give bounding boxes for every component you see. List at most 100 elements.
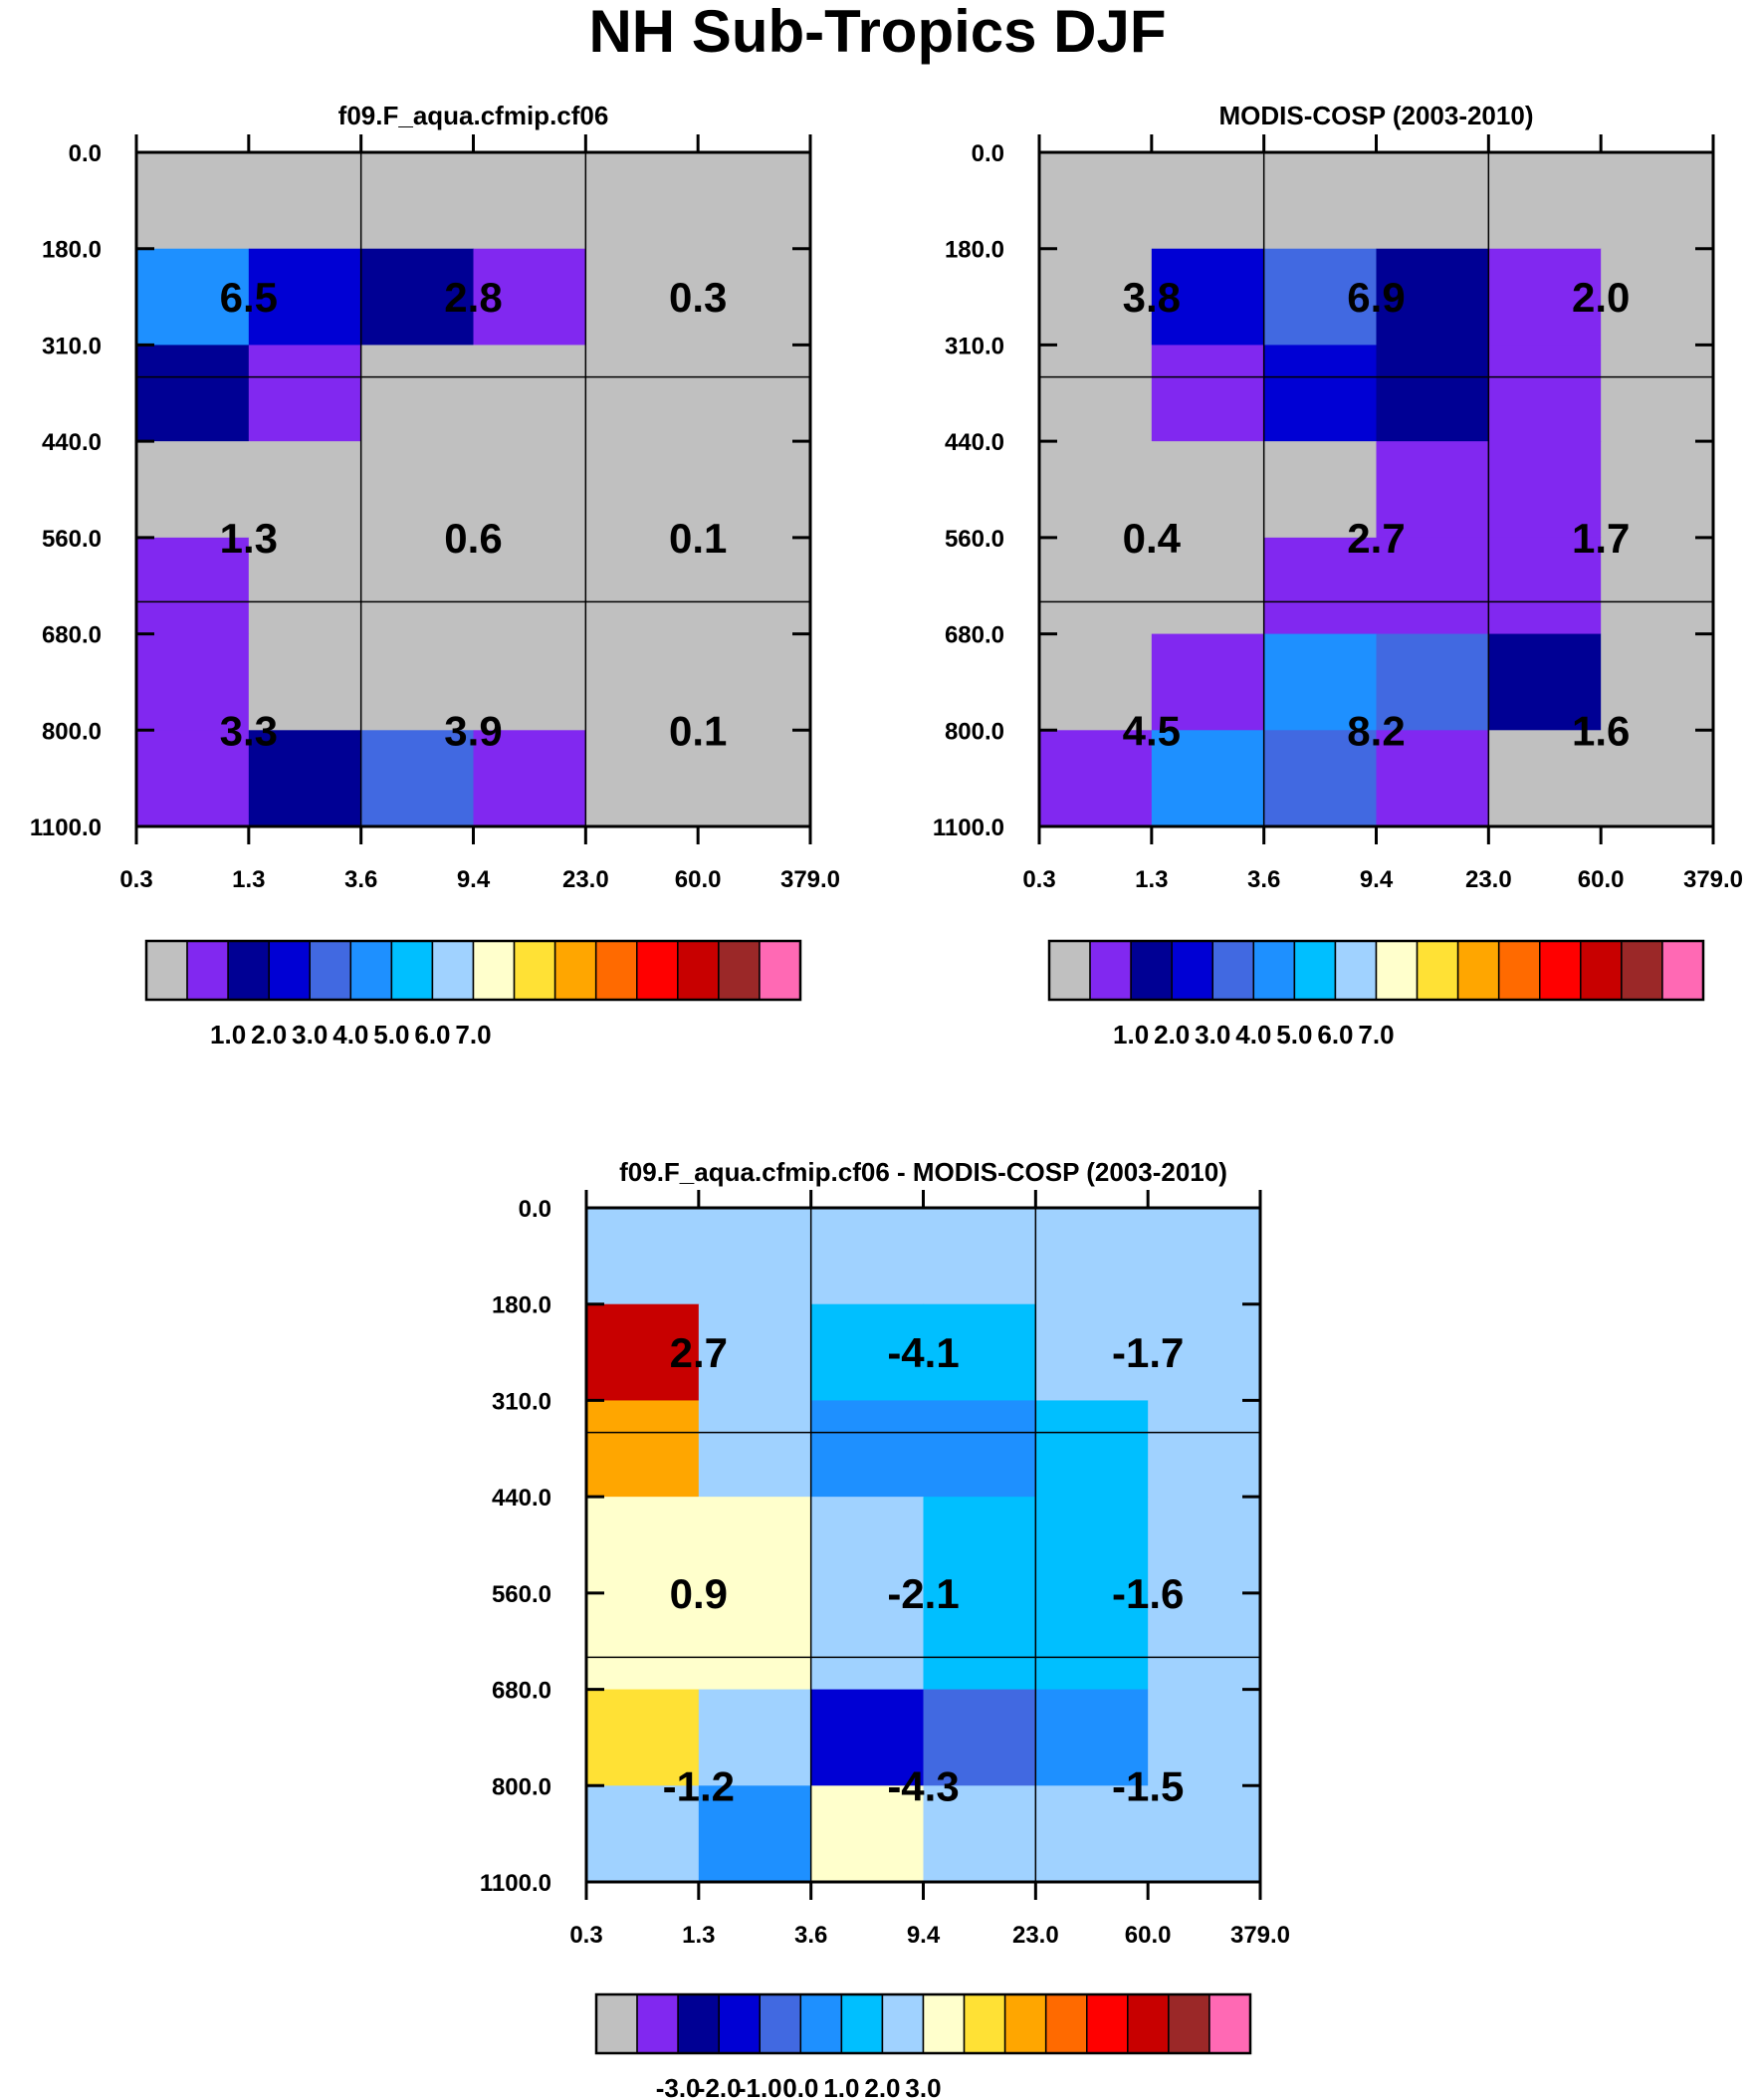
colorbar-swatch (513, 940, 556, 1001)
heatmap-cell (1148, 1592, 1261, 1691)
cell-value-label: -4.1 (887, 1329, 959, 1376)
colorbar-swatch (1003, 1993, 1047, 2054)
heatmap-cell (923, 1592, 1036, 1691)
y-tick-label: 1100.0 (933, 815, 1004, 841)
heatmap-cell (360, 730, 475, 827)
heatmap-cell (1263, 152, 1378, 250)
heatmap-cell (586, 1497, 700, 1594)
y-tick-label: 560.0 (42, 526, 102, 553)
colorbar-label: 2.0 (251, 1020, 287, 1050)
colorbar-label: -2.0 (697, 2073, 742, 2100)
colorbar-swatch (759, 1993, 802, 2054)
heatmap-cell (1039, 730, 1153, 827)
colorbar-swatch (1375, 940, 1419, 1001)
heatmap-cell (1376, 441, 1489, 539)
colorbar-swatch (1252, 940, 1296, 1001)
x-tick-label: 23.0 (1012, 1922, 1059, 1949)
heatmap-cell (473, 730, 586, 827)
heatmap-cell (585, 248, 699, 347)
heatmap-cell (1035, 1497, 1149, 1594)
x-tick-label: 379.0 (780, 866, 840, 893)
heatmap-cell (360, 248, 475, 347)
heatmap-cell (586, 1303, 700, 1402)
colorbar-label: 7.0 (455, 1020, 491, 1050)
heatmap-cell (136, 345, 250, 442)
heatmap-cell (1148, 1689, 1261, 1786)
y-tick-label: 310.0 (945, 333, 1004, 359)
heatmap-cell (248, 441, 362, 539)
heatmap-cell (136, 152, 250, 250)
heatmap-cell (136, 730, 250, 827)
colorbar-swatch (145, 940, 188, 1001)
cell-value-label: 8.2 (1347, 707, 1405, 754)
y-tick-label: 1100.0 (480, 1870, 551, 1897)
colorbar-swatch (881, 1993, 925, 2054)
colorbar-label: 1.0 (210, 1020, 246, 1050)
heatmap-cell (1035, 1689, 1149, 1786)
cell-value-label: 3.9 (444, 707, 502, 754)
colorbar-label: 1.0 (1113, 1020, 1149, 1050)
heatmap-cell (248, 345, 362, 442)
colorbar-swatch (840, 1993, 884, 2054)
heatmap-cell (923, 1689, 1036, 1786)
heatmap-cell (1263, 248, 1378, 347)
x-tick-label: 23.0 (1465, 866, 1512, 893)
heatmap-cell (1601, 248, 1714, 347)
heatmap-cell (1488, 633, 1602, 731)
colorbar-swatch (1334, 940, 1378, 1001)
heatmap-cell (1039, 345, 1153, 442)
colorbar-label: 7.0 (1358, 1020, 1394, 1050)
colorbar-swatch (309, 940, 352, 1001)
heatmap-cell (1151, 537, 1265, 635)
heatmap-cell (1376, 152, 1489, 250)
heatmap-cell (923, 1785, 1036, 1883)
heatmap-cell (698, 441, 811, 539)
heatmap-cell (136, 248, 250, 347)
colorbar-label: 0.0 (782, 2073, 818, 2100)
colorbar-swatch (1539, 940, 1582, 1001)
colorbar-label: 5.0 (373, 1020, 409, 1050)
heatmap-cell (585, 537, 699, 635)
heatmap-cell (360, 441, 475, 539)
heatmap-cell (1151, 633, 1265, 731)
heatmap-cell (585, 730, 699, 827)
cell-value-label: 4.5 (1123, 707, 1181, 754)
y-tick-label: 440.0 (492, 1485, 551, 1512)
heatmap-cell (810, 1208, 925, 1305)
heatmap-cell (585, 152, 699, 250)
heatmap-cell (1035, 1303, 1149, 1402)
heatmap-cell (1148, 1497, 1261, 1594)
y-tick-label: 180.0 (945, 237, 1004, 264)
colorbar-swatch (1168, 1993, 1210, 2054)
colorbar-frame (144, 939, 802, 1002)
colorbar-label: -3.0 (656, 2073, 701, 2100)
heatmap-cell (1376, 537, 1489, 635)
panel-title: MODIS-COSP (2003-2010) (1219, 101, 1534, 130)
cell-value-label: 0.1 (669, 707, 727, 754)
heatmap-cell (248, 248, 362, 347)
colorbar-swatch (759, 940, 801, 1001)
cell-value-label: 2.0 (1572, 274, 1630, 321)
y-tick-label: 800.0 (492, 1773, 551, 1800)
cell-value-label: 0.6 (444, 515, 502, 562)
main-title: NH Sub-Tropics DJF (588, 0, 1167, 65)
cell-value-label: 2.7 (670, 1329, 728, 1376)
colorbar-swatch (1086, 1993, 1129, 2054)
y-tick-label: 560.0 (492, 1581, 551, 1608)
heatmap-cell (586, 1592, 700, 1691)
colorbar-swatch (1127, 1993, 1170, 2054)
heatmap-cell (1151, 248, 1265, 347)
colorbar-swatch (1130, 940, 1173, 1001)
colorbar-swatch (1661, 940, 1704, 1001)
cell-value-label: -2.1 (887, 1570, 959, 1617)
heatmap-cell (1601, 441, 1714, 539)
cell-value-label: 6.9 (1347, 274, 1405, 321)
heatmap-cell (698, 248, 811, 347)
colorbar-frame (1047, 939, 1705, 1002)
heatmap-cell (136, 537, 250, 635)
colorbar-label: 3.0 (905, 2073, 941, 2100)
cell-value-label: -1.7 (1112, 1329, 1184, 1376)
heatmap-cell (923, 1303, 1036, 1402)
colorbar-swatch (677, 940, 720, 1001)
